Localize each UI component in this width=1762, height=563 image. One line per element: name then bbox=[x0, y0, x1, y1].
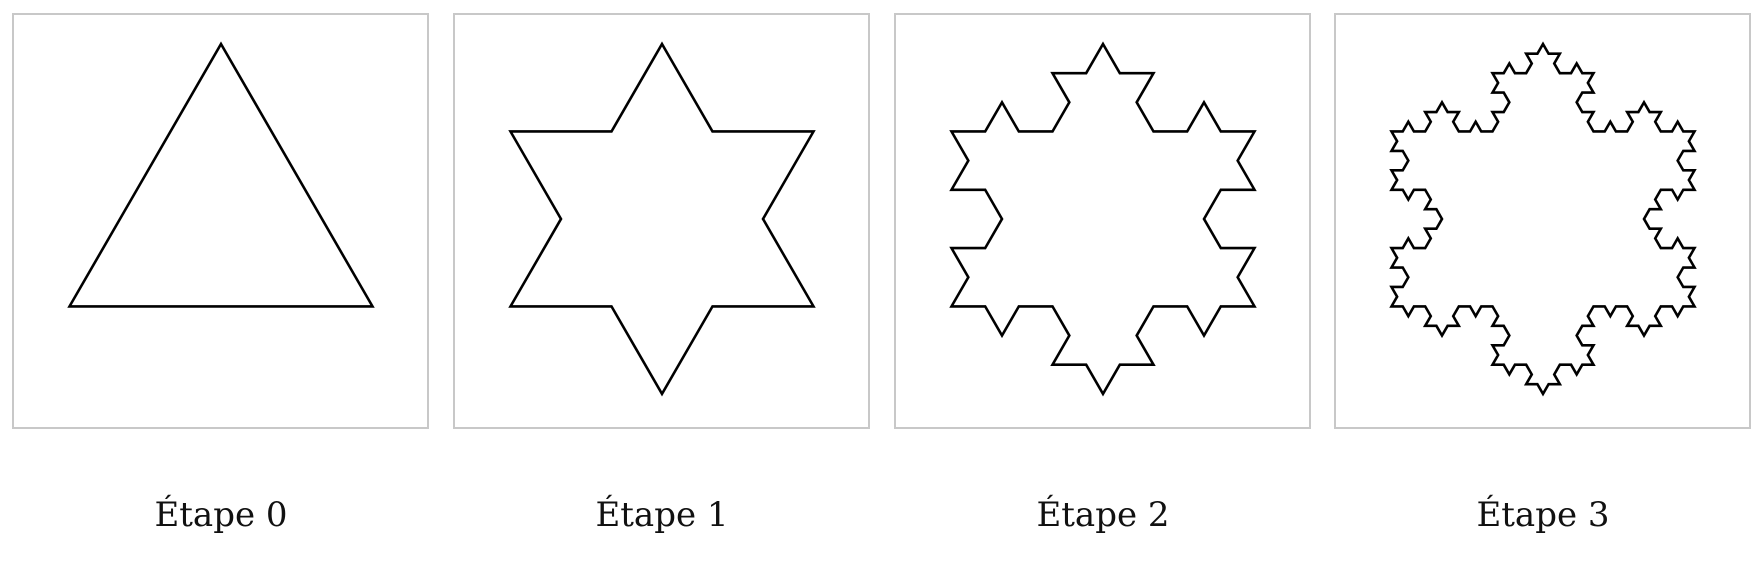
panel-frame bbox=[894, 13, 1311, 429]
panel-stage-0 bbox=[12, 13, 429, 429]
koch-curve-stage-2 bbox=[949, 41, 1257, 397]
koch-curve-stage-1 bbox=[508, 41, 816, 397]
panel-stage-2 bbox=[894, 13, 1311, 429]
stage-label-3: Étape 3 bbox=[1476, 495, 1610, 535]
panel-stage-1 bbox=[453, 13, 870, 429]
koch-curve-stage-0 bbox=[67, 41, 375, 308]
panel-frame bbox=[1334, 13, 1751, 429]
panel-stage-3 bbox=[1334, 13, 1751, 429]
panel-frame bbox=[453, 13, 870, 429]
stage-label-1: Étape 1 bbox=[595, 495, 729, 535]
koch-curve-stage-3 bbox=[1389, 41, 1697, 397]
stage-label-2: Étape 2 bbox=[1036, 495, 1170, 535]
panel-frame bbox=[12, 13, 429, 429]
stage-label-0: Étape 0 bbox=[154, 495, 288, 535]
